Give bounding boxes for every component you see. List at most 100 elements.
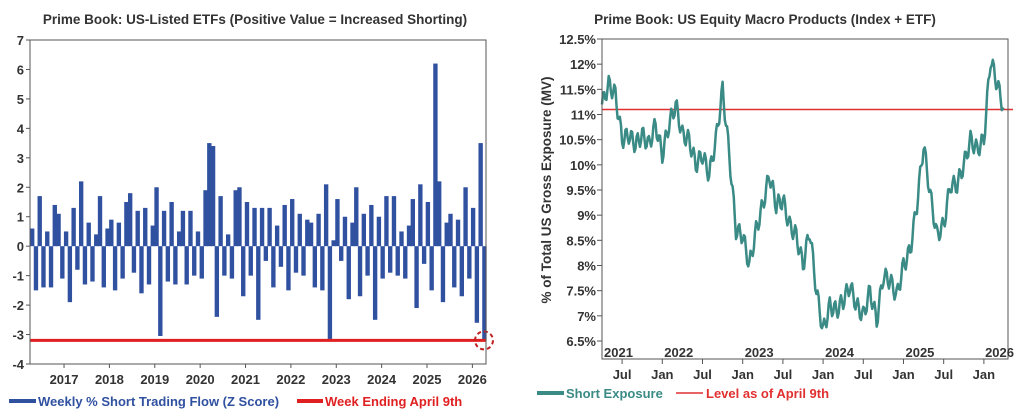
flow-bar xyxy=(433,63,438,247)
y-tick-label: 2 xyxy=(17,180,24,195)
legend-label-flow: Weekly % Short Trading Flow (Z Score) xyxy=(38,394,279,409)
flow-bar xyxy=(248,246,253,276)
y-tick-label: 9% xyxy=(577,208,596,223)
right-plot-frame xyxy=(601,38,1009,360)
flow-bar xyxy=(229,246,235,279)
flow-bar xyxy=(440,246,446,303)
flow-bar xyxy=(365,246,370,276)
x-tick-label: 2017 xyxy=(50,372,79,387)
flow-bar xyxy=(320,246,325,291)
flow-bar xyxy=(259,207,265,247)
flow-bar xyxy=(105,228,110,247)
flow-bar xyxy=(384,196,389,247)
flow-bar xyxy=(184,246,189,285)
y-tick-label: 5 xyxy=(17,92,24,107)
flow-bar xyxy=(37,196,42,247)
flow-bar xyxy=(33,246,39,291)
y-tick-label: 7% xyxy=(577,309,596,324)
flow-bar xyxy=(143,207,148,247)
flow-bar xyxy=(60,246,65,279)
flow-bar xyxy=(414,246,419,309)
flow-bar xyxy=(67,246,73,303)
flow-bar xyxy=(135,210,140,247)
y-tick-label: 4 xyxy=(17,121,25,136)
y-tick-label: -4 xyxy=(12,357,24,372)
flow-bar xyxy=(290,199,295,247)
flow-bar xyxy=(192,246,197,276)
flow-bar xyxy=(158,246,163,337)
flow-bar xyxy=(403,246,408,279)
flow-bar xyxy=(233,190,238,247)
flow-bar xyxy=(429,246,434,291)
flow-bar xyxy=(482,246,487,341)
flow-bar xyxy=(418,184,423,247)
y-tick-label: 8% xyxy=(577,259,596,274)
x-tick-label: 2022 xyxy=(276,372,305,387)
left-bars xyxy=(30,63,487,341)
legend-label-level: Level as of April 9th xyxy=(706,386,829,401)
month-label: Jul xyxy=(613,367,632,382)
flow-bar xyxy=(388,246,393,273)
right-y-axis: 12.5% 12% 11.5% 11% 10.5% 10% 9.5% 9% 8.5% 8% 7.5%… xyxy=(559,32,602,349)
flow-bar xyxy=(399,231,404,247)
flow-bar xyxy=(421,246,427,264)
flow-bar xyxy=(376,216,382,247)
flow-bar xyxy=(124,202,129,247)
flow-bar xyxy=(139,246,144,294)
flow-bar xyxy=(116,222,122,247)
month-label: Jan xyxy=(651,367,673,382)
flow-bar xyxy=(71,207,76,247)
flow-bar xyxy=(52,204,57,247)
flow-bar xyxy=(297,213,302,247)
month-label: Jan xyxy=(892,367,914,382)
flow-bar xyxy=(97,196,103,247)
month-label: Jan xyxy=(731,367,753,382)
y-tick-label: 10% xyxy=(570,158,596,173)
y-tick-label: 11% xyxy=(571,108,597,123)
x-tick-label: 2019 xyxy=(140,372,169,387)
year-label: 2022 xyxy=(664,345,693,360)
year-label: 2024 xyxy=(825,345,855,360)
y-tick-label: 12.5% xyxy=(559,32,596,47)
flow-bar xyxy=(199,246,204,279)
flow-bar xyxy=(146,246,152,285)
flow-bar xyxy=(169,202,174,247)
y-tick-label: 9.5% xyxy=(566,183,596,198)
flow-bar xyxy=(41,246,46,288)
flow-bar xyxy=(222,246,227,276)
flow-bar xyxy=(301,246,306,276)
flow-bar xyxy=(45,231,50,247)
y-tick-label: 12% xyxy=(570,57,596,72)
x-tick-label: 2026 xyxy=(458,372,487,387)
flow-bar xyxy=(380,246,385,279)
flow-bar xyxy=(86,222,91,247)
flow-bar xyxy=(274,225,280,247)
left-chart: Prime Book: US-Listed ETFs (Positive Val… xyxy=(9,12,494,409)
month-label: Jul xyxy=(854,367,873,382)
flow-bar xyxy=(180,210,186,247)
flow-bar xyxy=(101,246,106,288)
year-label: 2026 xyxy=(985,345,1014,360)
flow-bar xyxy=(463,187,468,247)
flow-bar xyxy=(444,222,449,247)
y-tick-label: 7.5% xyxy=(566,284,596,299)
flow-bar xyxy=(241,246,246,297)
flow-bar xyxy=(195,231,201,247)
flow-bar xyxy=(210,146,216,247)
flow-bar xyxy=(94,234,99,247)
flow-bar xyxy=(56,213,61,247)
flow-bar xyxy=(271,246,276,288)
flow-bar xyxy=(161,210,167,247)
flow-bar xyxy=(425,202,431,247)
flow-bar xyxy=(339,246,344,261)
flow-bar xyxy=(90,246,95,282)
legend-label-week: Week Ending April 9th xyxy=(325,394,462,409)
flow-bar xyxy=(448,213,453,247)
legend-label-short-exposure: Short Exposure xyxy=(566,386,663,401)
flow-bar xyxy=(357,246,363,297)
flow-bar xyxy=(316,213,321,247)
y-tick-label: -3 xyxy=(12,328,24,343)
month-label: Jul xyxy=(773,367,792,382)
flow-bar xyxy=(282,204,287,247)
